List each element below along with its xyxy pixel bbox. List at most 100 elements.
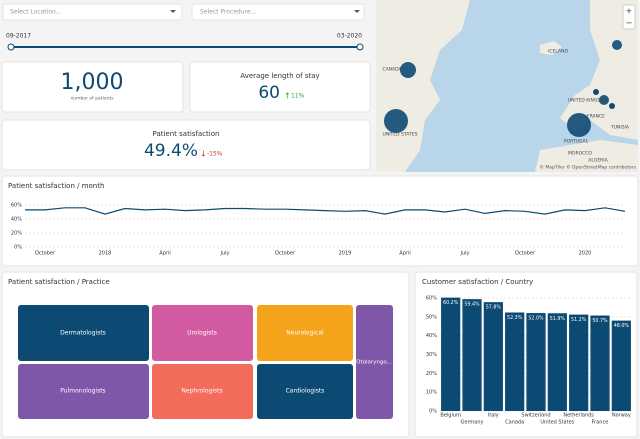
- procedure-dropdown[interactable]: [191, 3, 365, 21]
- map-label: TUNISIA: [610, 125, 630, 131]
- cell-label: Urologists: [187, 330, 217, 337]
- y-tick-label: 20%: [11, 231, 22, 237]
- x-tick-label: Norway: [612, 413, 631, 419]
- map-label: ALGERIA: [588, 158, 608, 164]
- zoom-in[interactable]: +: [626, 7, 633, 16]
- treemap-cell[interactable]: [152, 364, 253, 419]
- value-label: 57.8%: [486, 305, 502, 311]
- card: [1, 175, 639, 267]
- map-attribution: © MapTiler © OpenStreetMap contributors: [539, 164, 636, 171]
- kpi-value: 60: [258, 83, 280, 103]
- bar: [462, 299, 482, 411]
- y-tick-label: 10%: [426, 390, 437, 396]
- value-label: 52.3%: [507, 315, 523, 321]
- x-tick-label: 2018: [99, 251, 112, 257]
- map-bubble[interactable]: [567, 113, 591, 137]
- zoom-control[interactable]: [622, 4, 636, 30]
- map-bubble[interactable]: [599, 95, 609, 105]
- dropdown-arrow: [170, 10, 176, 13]
- bar: [441, 297, 461, 411]
- treemap-title: Patient satisfaction / Practice: [8, 278, 110, 286]
- down-arrow: ↓: [200, 150, 207, 159]
- treemap: Dermatologists Urologists Neurological O…: [18, 305, 393, 419]
- zoom-out[interactable]: −: [626, 19, 633, 28]
- map-label: MOROCCO: [568, 151, 592, 157]
- up-arrow: ↑: [284, 92, 291, 101]
- y-tick-label: 60%: [11, 203, 22, 209]
- value-label: 60.2%: [443, 300, 459, 306]
- x-tick-label: Germany: [461, 420, 484, 426]
- bar: [611, 320, 631, 411]
- chart-title: Patient satisfaction / month: [8, 182, 104, 190]
- treemap-cell[interactable]: [18, 305, 149, 361]
- procedure-placeholder: Select Procedure...: [200, 9, 256, 16]
- cell-label: Cardiologists: [286, 388, 325, 395]
- x-tick-label: October: [515, 251, 536, 257]
- slider-end: 03-2020: [337, 33, 362, 40]
- kpi-value: 49.4%: [144, 141, 198, 161]
- slider-start: 09-2017: [6, 33, 31, 40]
- value-label: 51.9%: [550, 316, 566, 322]
- bar: [590, 315, 610, 411]
- y-tick-label: 40%: [11, 217, 22, 223]
- map[interactable]: + −: [376, 0, 638, 172]
- location-placeholder: Select Location...: [10, 9, 62, 16]
- map-label: CANADA: [382, 67, 402, 73]
- map-label: ICELAND: [548, 49, 568, 55]
- treemap-cell[interactable]: [152, 305, 253, 361]
- line: [25, 207, 626, 215]
- slider-handle[interactable]: [356, 43, 364, 51]
- cell-label: Neurological: [286, 330, 324, 337]
- treemap-cell[interactable]: [257, 364, 353, 419]
- x-tick-label: Canada: [505, 420, 524, 426]
- value-label: 48.0%: [614, 323, 630, 329]
- slider-handle[interactable]: [7, 43, 15, 51]
- x-tick-label: April: [399, 251, 410, 257]
- y-tick-label: 50%: [426, 314, 437, 320]
- bar: [547, 313, 567, 411]
- map-land: [540, 41, 562, 55]
- cell-label: Pulmonologists: [60, 388, 105, 395]
- map-bubble[interactable]: [612, 40, 622, 50]
- kpi-title: Average length of stay: [240, 72, 319, 80]
- chart-title: Customer satisfaction / Country: [422, 278, 533, 286]
- y-tick-label: 0%: [429, 409, 437, 415]
- map-bubble[interactable]: [400, 62, 416, 78]
- x-tick-label: 2019: [339, 251, 352, 257]
- kpi-card: [189, 61, 371, 113]
- kpi-title: Patient satisfaction: [153, 130, 220, 138]
- map-bubble[interactable]: [384, 109, 408, 133]
- map-label: FRANCE: [587, 114, 605, 120]
- kpi-card: [1, 119, 371, 171]
- value-label: 52.0%: [528, 316, 544, 322]
- map-bubble[interactable]: [609, 103, 615, 109]
- value-label: 59.4%: [464, 302, 480, 308]
- y-tick-label: 20%: [426, 371, 437, 377]
- map-bubble[interactable]: [593, 89, 599, 95]
- treemap-cell[interactable]: [356, 305, 393, 419]
- x-tick-label: July: [460, 251, 470, 257]
- treemap-cell[interactable]: [18, 364, 149, 419]
- dropdown-arrow: [354, 10, 360, 13]
- x-tick-label: October: [35, 251, 56, 257]
- map-label: UNITED KINGDOM: [568, 98, 609, 104]
- x-tick-label: April: [159, 251, 170, 257]
- y-tick-label: 0%: [14, 245, 22, 251]
- x-tick-label: United States: [540, 420, 574, 426]
- location-dropdown[interactable]: [2, 3, 183, 21]
- kpi-card: [1, 61, 184, 113]
- kpi-value: 1,000: [61, 70, 124, 95]
- x-tick-label: Belgium: [440, 413, 461, 419]
- cell-label: Otolaryngo...: [356, 360, 392, 366]
- kpi-change: -15%: [207, 151, 223, 158]
- map-land: [535, 140, 638, 172]
- bar: [483, 302, 503, 411]
- y-tick-label: 60%: [426, 296, 437, 302]
- cell-label: Nephrologists: [181, 388, 222, 395]
- value-label: 50.7%: [592, 318, 608, 324]
- x-tick-label: Italy: [488, 413, 499, 419]
- x-tick-label: October: [275, 251, 296, 257]
- kpi-change: 11%: [291, 93, 305, 100]
- treemap-cell[interactable]: [257, 305, 353, 361]
